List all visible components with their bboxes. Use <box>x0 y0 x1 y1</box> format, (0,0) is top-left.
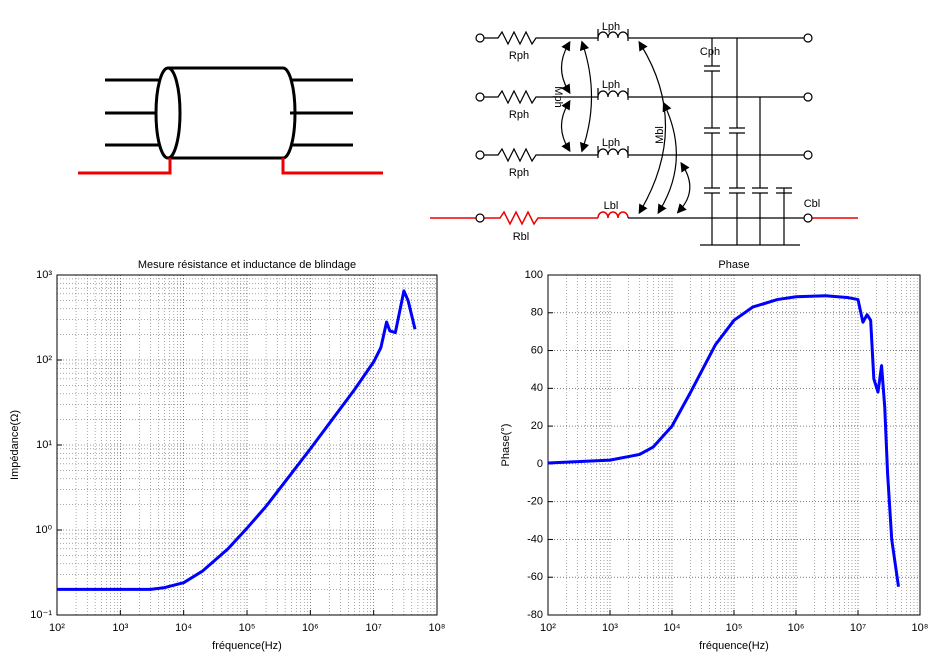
data-line <box>547 294 900 587</box>
x-tick-label: 10² <box>49 622 65 634</box>
circuit-label: Mph <box>552 86 564 107</box>
plot-frame <box>56 274 438 616</box>
y-tick-label: 10¹ <box>36 439 52 451</box>
y-tick-label: 10⁰ <box>35 524 52 536</box>
cable-diagram <box>78 66 383 175</box>
y-tick-label: -20 <box>527 496 543 508</box>
circuit-label: Rph <box>509 167 529 179</box>
chart-title: Mesure résistance et inductance de blind… <box>138 259 356 271</box>
circuit-label: Lph <box>602 21 620 33</box>
y-tick-label: 10² <box>36 354 52 366</box>
x-tick-label: 10³ <box>112 622 128 634</box>
y-axis-label: Phase(°) <box>500 424 512 467</box>
y-tick-label: -40 <box>527 533 543 545</box>
x-tick-label: 10⁴ <box>664 622 681 634</box>
plot-area <box>548 275 920 615</box>
chart-title: Phase <box>718 259 749 271</box>
circuit-label: Rph <box>509 109 529 121</box>
y-tick-label: 10³ <box>36 269 52 281</box>
circuit-label: Mbl <box>654 126 666 144</box>
circuit-label: Lph <box>602 137 620 149</box>
y-tick-label: 60 <box>531 344 543 356</box>
x-tick-label: 10⁸ <box>429 622 446 634</box>
circuit-label: Cph <box>700 46 720 58</box>
circuit-label: Rph <box>509 50 529 62</box>
y-tick-label: 80 <box>531 307 543 319</box>
x-tick-label: 10³ <box>602 622 618 634</box>
x-tick-label: 10⁵ <box>726 622 743 634</box>
x-axis-label: fréquence(Hz) <box>699 640 769 652</box>
circuit-label: Rbl <box>513 231 530 243</box>
x-tick-label: 10⁶ <box>788 622 805 634</box>
x-tick-label: 10⁷ <box>850 622 866 634</box>
y-axis-label: Impédance(Ω) <box>9 410 21 480</box>
circuit-diagram: Rph Rph Rph Lph Lph Lph Cph Mph Mbl Lbl … <box>430 21 858 246</box>
x-tick-label: 10² <box>540 622 556 634</box>
y-tick-label: 0 <box>537 458 543 470</box>
y-tick-label: -60 <box>527 571 543 583</box>
plot-frame <box>547 274 921 616</box>
circuit-label: Lbl <box>604 200 619 212</box>
x-axis-label: fréquence(Hz) <box>212 640 282 652</box>
x-tick-label: 10⁷ <box>366 622 382 634</box>
y-tick-label: 10⁻¹ <box>30 609 52 621</box>
x-tick-label: 10⁸ <box>912 622 929 634</box>
circuit-label: Cbl <box>804 198 821 210</box>
y-tick-label: -80 <box>527 609 543 621</box>
x-tick-label: 10⁵ <box>239 622 256 634</box>
x-tick-label: 10⁴ <box>175 622 192 634</box>
y-tick-label: 20 <box>531 420 543 432</box>
circuit-label: Lph <box>602 79 620 91</box>
y-tick-label: 40 <box>531 382 543 394</box>
y-tick-label: 100 <box>525 269 543 281</box>
x-tick-label: 10⁶ <box>302 622 319 634</box>
data-line <box>57 289 417 591</box>
